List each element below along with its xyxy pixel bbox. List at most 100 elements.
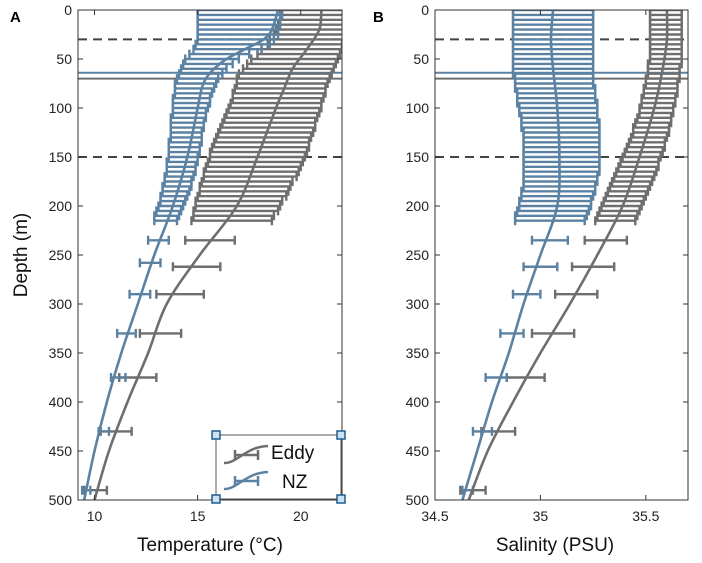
errorbar-eddy-215m bbox=[190, 216, 274, 226]
errorbar-eddy-160m bbox=[617, 162, 660, 172]
y-tick-label-0: 0 bbox=[64, 2, 72, 18]
panel-a-profiles bbox=[82, 10, 323, 500]
errorbar-eddy-105m bbox=[638, 108, 675, 118]
legend-resize-handle-bottom-right[interactable] bbox=[336, 494, 346, 504]
y-tick-label-150: 150 bbox=[49, 149, 73, 165]
errorbar-nz-50m bbox=[184, 54, 241, 64]
errorbar-eddy-90m bbox=[231, 93, 325, 103]
y-tick-label-400: 400 bbox=[406, 394, 430, 410]
y-tick-label-50: 50 bbox=[56, 51, 72, 67]
errorbar-eddy-262m bbox=[171, 262, 222, 272]
errorbar-eddy-95m bbox=[640, 98, 677, 108]
errorbar-nz-60m bbox=[179, 64, 228, 74]
errorbar-nz-375m bbox=[484, 373, 508, 382]
legend-box bbox=[215, 434, 342, 500]
y-tick-label-250: 250 bbox=[406, 247, 430, 263]
errorbar-eddy-125m bbox=[631, 128, 671, 137]
errorbar-nz-235m bbox=[146, 235, 170, 245]
errorbar-eddy-290m bbox=[155, 289, 206, 299]
y-tick-label-400: 400 bbox=[49, 394, 73, 410]
panel-b-x-ticks: 34.5 35 35.5 bbox=[421, 10, 660, 524]
errorbar-eddy-55m bbox=[245, 59, 338, 69]
panel-a-x-axis-label: Temperature (°C) bbox=[137, 535, 283, 556]
errorbar-nz-215m bbox=[513, 216, 586, 226]
errorbar-eddy-130m bbox=[629, 132, 669, 142]
legend-nz-errorbar bbox=[233, 476, 260, 486]
y-tick-label-300: 300 bbox=[406, 296, 430, 312]
errorbar-eddy-110m bbox=[223, 113, 319, 123]
errorbar-nz-40m bbox=[192, 44, 263, 54]
errorbar-nz-258m bbox=[138, 258, 162, 268]
legend-resize-handle-top-left[interactable] bbox=[211, 430, 221, 440]
x-tick-label-35.5: 35.5 bbox=[632, 508, 659, 524]
legend[interactable]: Eddy NZ bbox=[211, 430, 346, 504]
legend-entry-nz: NZ bbox=[223, 470, 308, 493]
errorbar-nz-55m bbox=[181, 59, 234, 69]
panel-a-y-ticks: 0 50 100 150 200 250 300 350 400 450 500 bbox=[49, 2, 342, 508]
errorbar-eddy-60m bbox=[241, 64, 335, 74]
x-tick-label-15: 15 bbox=[190, 508, 206, 524]
x-tick-label-10: 10 bbox=[87, 508, 103, 524]
errorbar-eddy-165m bbox=[615, 167, 658, 177]
legend-eddy-errorbar bbox=[233, 450, 260, 460]
errorbar-nz-195m bbox=[159, 196, 187, 206]
y-tick-label-0: 0 bbox=[421, 2, 429, 18]
y-tick-label-50: 50 bbox=[413, 51, 429, 67]
profile-line-eddy bbox=[93, 10, 323, 500]
legend-resize-handle-bottom-left[interactable] bbox=[211, 494, 221, 504]
errorbar-nz-200m bbox=[157, 201, 185, 211]
y-tick-label-500: 500 bbox=[406, 492, 430, 508]
panel-a-letter: A bbox=[10, 9, 21, 26]
y-tick-label-100: 100 bbox=[406, 100, 430, 116]
errorbar-eddy-65m bbox=[237, 69, 333, 79]
errorbar-eddy-140m bbox=[625, 142, 667, 152]
errorbar-nz-70m bbox=[175, 74, 220, 84]
panel-b-plot-area bbox=[435, 10, 688, 500]
y-tick-label-350: 350 bbox=[49, 345, 73, 361]
errorbar-nz-262m bbox=[522, 262, 559, 272]
y-tick-label-450: 450 bbox=[49, 443, 73, 459]
errorbar-nz-165m bbox=[165, 167, 197, 177]
profile-line-nz bbox=[461, 10, 561, 500]
legend-eddy-label: Eddy bbox=[271, 443, 315, 464]
errorbar-eddy-75m bbox=[235, 79, 329, 88]
legend-nz-label: NZ bbox=[282, 472, 308, 493]
y-tick-label-200: 200 bbox=[49, 198, 73, 214]
errorbar-nz-45m bbox=[188, 49, 251, 59]
errorbar-nz-205m bbox=[155, 206, 183, 216]
errorbar-eddy-45m bbox=[256, 49, 342, 59]
y-tick-label-200: 200 bbox=[406, 198, 430, 214]
errorbar-nz-30m bbox=[196, 34, 276, 44]
errorbar-eddy-210m bbox=[192, 211, 276, 221]
errorbar-nz-185m bbox=[161, 186, 191, 196]
errorbar-eddy-150m bbox=[621, 152, 662, 162]
legend-resize-handle-top-right[interactable] bbox=[336, 430, 346, 440]
errorbar-nz-85m bbox=[173, 88, 214, 98]
y-tick-label-500: 500 bbox=[49, 492, 73, 508]
profile-line-eddy bbox=[467, 10, 669, 500]
errorbar-eddy-85m bbox=[642, 88, 679, 98]
y-tick-label-150: 150 bbox=[406, 149, 430, 165]
errorbar-nz-65m bbox=[177, 69, 224, 79]
x-tick-label-34.5: 34.5 bbox=[421, 508, 448, 524]
errorbar-eddy-115m bbox=[634, 118, 673, 128]
legend-entry-eddy: Eddy bbox=[223, 443, 315, 465]
errorbar-nz-190m bbox=[520, 191, 595, 201]
panel-b-x-axis-label: Salinity (PSU) bbox=[496, 535, 614, 556]
errorbar-eddy-330m bbox=[138, 328, 183, 338]
x-tick-label-20: 20 bbox=[293, 508, 309, 524]
y-tick-label-100: 100 bbox=[49, 100, 73, 116]
x-tick-label-35: 35 bbox=[533, 508, 549, 524]
panel-b-y-ticks: 0 50 100 150 200 250 300 350 400 450 500 bbox=[406, 2, 688, 508]
errorbar-nz-235m bbox=[530, 235, 570, 245]
errorbar-nz-200m bbox=[518, 201, 593, 211]
panel-a-x-ticks: 10 15 20 bbox=[87, 10, 309, 524]
y-tick-label-250: 250 bbox=[49, 247, 73, 263]
errorbar-eddy-145m bbox=[623, 147, 664, 157]
profile-line-nz bbox=[82, 10, 280, 500]
y-tick-label-450: 450 bbox=[406, 443, 430, 459]
y-tick-label-300: 300 bbox=[49, 296, 73, 312]
